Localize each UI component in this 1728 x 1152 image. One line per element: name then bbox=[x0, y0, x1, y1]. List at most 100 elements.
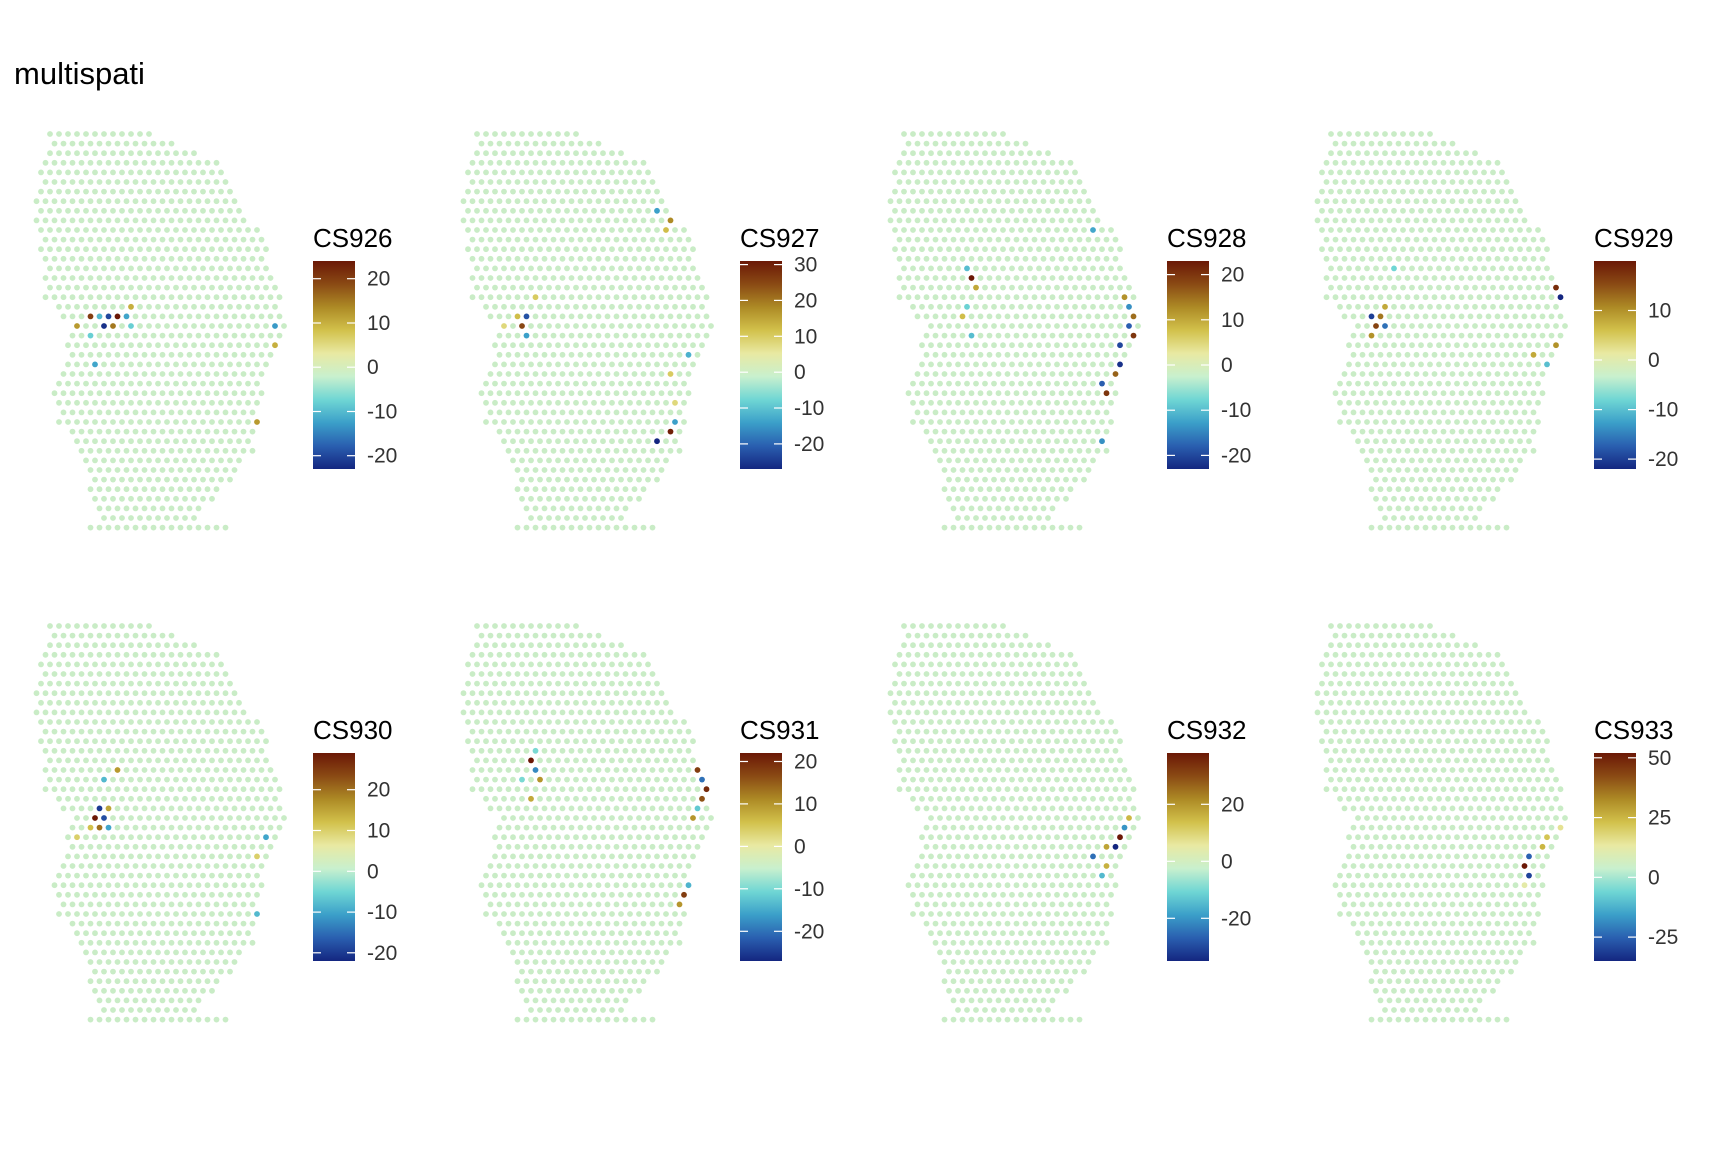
spot-point bbox=[1418, 246, 1424, 253]
spot-point bbox=[263, 853, 269, 860]
spot-point bbox=[1517, 284, 1523, 291]
spot-point bbox=[937, 342, 943, 349]
spot-point bbox=[137, 891, 143, 898]
hotspot-point bbox=[1130, 313, 1137, 320]
spot-point bbox=[168, 978, 175, 985]
spot-point bbox=[1445, 438, 1451, 445]
spot-point bbox=[1463, 150, 1469, 157]
hotspot-point bbox=[537, 776, 543, 783]
spot-point bbox=[1373, 207, 1379, 214]
spot-point bbox=[1054, 188, 1060, 195]
spot-point bbox=[132, 409, 139, 416]
spot-point bbox=[640, 332, 647, 339]
spot-point bbox=[627, 342, 633, 349]
spot-point bbox=[483, 131, 489, 137]
spot-point bbox=[923, 236, 930, 243]
spot-point bbox=[1395, 140, 1402, 147]
spot-point bbox=[640, 255, 647, 262]
spot-point bbox=[110, 987, 116, 994]
spot-point bbox=[1499, 476, 1505, 483]
spot-point bbox=[155, 361, 161, 368]
spot-point bbox=[645, 757, 651, 764]
spot-point bbox=[1094, 236, 1101, 243]
spot-point bbox=[937, 246, 943, 253]
spot-point bbox=[150, 863, 157, 869]
spot-point bbox=[110, 476, 116, 483]
spot-point bbox=[474, 699, 480, 706]
spot-point bbox=[1548, 275, 1555, 281]
spot-point bbox=[177, 351, 184, 358]
spot-point bbox=[699, 342, 705, 349]
spot-point bbox=[159, 690, 166, 697]
spot-point bbox=[1045, 207, 1051, 214]
spot-layer bbox=[33, 623, 287, 1023]
spot-point bbox=[586, 428, 593, 435]
spot-point bbox=[1004, 140, 1011, 147]
spot-point bbox=[919, 380, 925, 387]
spot-point bbox=[564, 680, 570, 687]
spot-point bbox=[1481, 265, 1487, 272]
spot-point bbox=[164, 757, 170, 764]
spot-point bbox=[492, 776, 498, 783]
spot-point bbox=[685, 313, 692, 320]
spot-point bbox=[1067, 351, 1074, 358]
spot-point bbox=[1454, 265, 1460, 272]
spot-point bbox=[218, 776, 224, 783]
spot-point bbox=[173, 930, 179, 937]
spot-point bbox=[546, 150, 552, 157]
spot-point bbox=[487, 371, 494, 377]
spot-point bbox=[546, 169, 552, 176]
spot-point bbox=[1049, 371, 1056, 377]
spot-point bbox=[1544, 246, 1550, 253]
hotspot-point bbox=[532, 747, 539, 754]
spot-point bbox=[645, 303, 651, 310]
spot-point bbox=[649, 294, 656, 301]
spot-point bbox=[60, 690, 67, 697]
spot-point bbox=[1359, 409, 1366, 416]
spot-point bbox=[51, 709, 58, 716]
spot-point bbox=[914, 409, 921, 416]
spot-point bbox=[141, 332, 148, 339]
spot-point bbox=[47, 284, 53, 291]
spot-point bbox=[74, 853, 80, 860]
spot-point bbox=[667, 255, 674, 262]
spot-point bbox=[1341, 236, 1348, 243]
spot-point bbox=[1009, 227, 1015, 233]
spot-point bbox=[986, 217, 993, 224]
spot-point bbox=[609, 303, 615, 310]
spot-point bbox=[186, 332, 193, 339]
spot-point bbox=[1472, 438, 1478, 445]
spot-point bbox=[110, 169, 116, 176]
spot-point bbox=[892, 227, 898, 233]
spot-point bbox=[1103, 428, 1110, 435]
spot-point bbox=[982, 150, 988, 157]
spot-point bbox=[159, 371, 166, 377]
spot-point bbox=[191, 227, 197, 233]
spot-point bbox=[1454, 323, 1460, 329]
spot-point bbox=[586, 505, 593, 512]
spot-point bbox=[577, 351, 584, 358]
spot-point bbox=[1499, 323, 1505, 329]
spot-point bbox=[83, 361, 89, 368]
spot-point bbox=[1485, 332, 1492, 339]
spot-point bbox=[137, 872, 143, 879]
spot-point bbox=[685, 371, 692, 377]
spot-point bbox=[1337, 303, 1343, 310]
spot-point bbox=[96, 198, 103, 205]
spot-point bbox=[627, 495, 633, 502]
spot-point bbox=[1072, 188, 1078, 195]
panel-cs931: CS931 20 10 0 -10 -20 bbox=[447, 620, 875, 1080]
spot-point bbox=[546, 719, 552, 725]
spot-point bbox=[932, 179, 939, 185]
spot-point bbox=[1418, 457, 1424, 464]
spot-point bbox=[627, 795, 633, 802]
spot-point bbox=[1058, 294, 1065, 301]
spot-point bbox=[1395, 390, 1402, 397]
spot-point bbox=[905, 255, 912, 262]
spot-point bbox=[249, 236, 256, 243]
spot-point bbox=[618, 169, 624, 176]
spot-point bbox=[1126, 342, 1132, 349]
spot-point bbox=[1472, 188, 1478, 195]
spot-point bbox=[1409, 380, 1415, 387]
spot-point bbox=[65, 188, 71, 195]
